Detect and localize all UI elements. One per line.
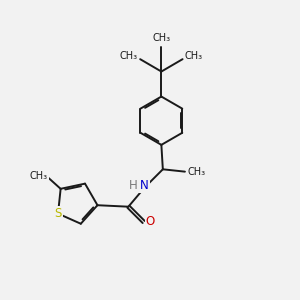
Text: CH₃: CH₃: [120, 51, 138, 61]
Text: CH₃: CH₃: [152, 33, 170, 43]
Text: CH₃: CH₃: [185, 51, 203, 61]
Text: H: H: [129, 179, 138, 192]
Text: CH₃: CH₃: [30, 170, 48, 181]
Text: O: O: [146, 215, 155, 228]
Text: N: N: [140, 179, 149, 192]
Text: CH₃: CH₃: [187, 167, 205, 177]
Text: S: S: [54, 207, 62, 220]
